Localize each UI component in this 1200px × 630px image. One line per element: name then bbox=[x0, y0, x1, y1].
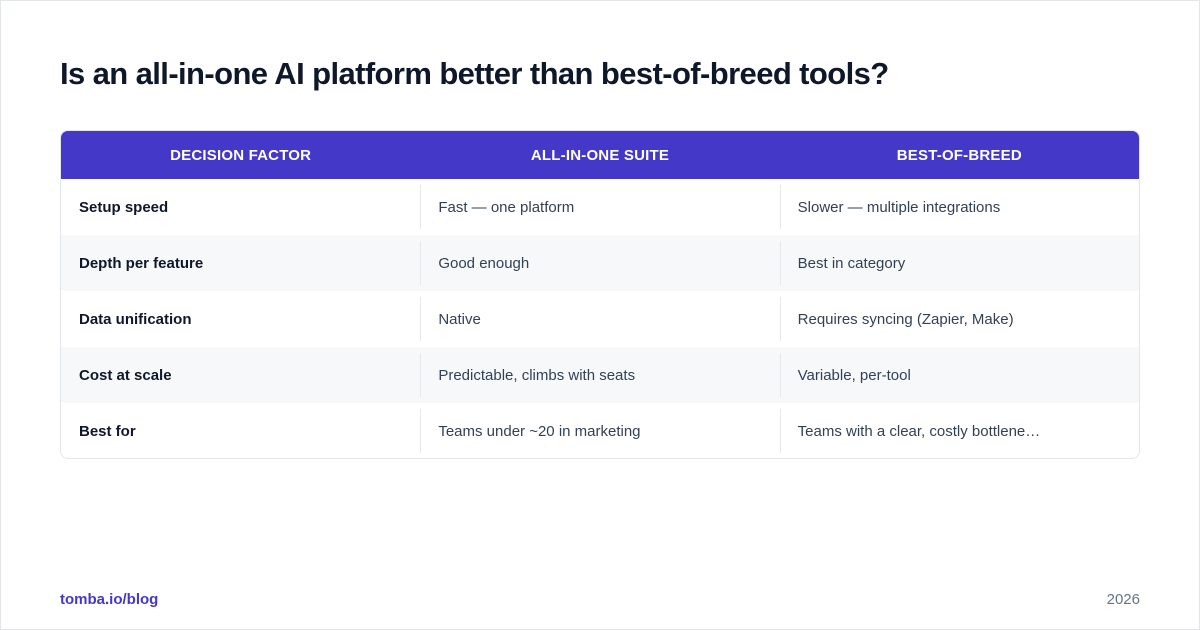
all-in-one-cell: Good enough bbox=[420, 235, 779, 291]
decision-factor-cell: Cost at scale bbox=[79, 366, 172, 384]
source-link[interactable]: tomba.io/blog bbox=[60, 591, 159, 608]
best-of-breed-cell: Requires syncing (Zapier, Make) bbox=[779, 291, 1139, 347]
all-in-one-cell: Predictable, climbs with seats bbox=[420, 347, 779, 403]
best-of-breed-cell: Variable, per-tool bbox=[779, 347, 1139, 403]
page-title: Is an all-in-one AI platform better than… bbox=[60, 56, 889, 91]
decision-factor-cell: Best for bbox=[79, 422, 136, 440]
decision-factor-cell: Data unification bbox=[79, 310, 192, 328]
table-row: Depth per feature Good enough Best in ca… bbox=[61, 235, 1139, 291]
header-all-in-one-suite: ALL-IN-ONE SUITE bbox=[530, 146, 670, 164]
table-row: Data unification Native Requires syncing… bbox=[61, 291, 1139, 347]
decision-factor-cell: Depth per feature bbox=[79, 254, 204, 272]
table-row: Cost at scale Predictable, climbs with s… bbox=[61, 347, 1139, 403]
comparison-table: DECISION FACTOR ALL-IN-ONE SUITE BEST-OF… bbox=[60, 130, 1140, 459]
year-label: 2026 bbox=[1106, 591, 1140, 608]
table-row: Best for Teams under ~20 in marketing Te… bbox=[61, 403, 1139, 458]
all-in-one-cell: Teams under ~20 in marketing bbox=[420, 403, 779, 458]
all-in-one-cell: Native bbox=[420, 291, 779, 347]
all-in-one-cell: Fast — one platform bbox=[420, 179, 779, 235]
table-header: DECISION FACTOR ALL-IN-ONE SUITE BEST-OF… bbox=[61, 131, 1139, 179]
table-row: Setup speed Fast — one platform Slower —… bbox=[61, 179, 1139, 235]
best-of-breed-cell: Slower — multiple integrations bbox=[779, 179, 1139, 235]
best-of-breed-cell: Best in category bbox=[779, 235, 1139, 291]
header-decision-factor: DECISION FACTOR bbox=[170, 146, 312, 164]
decision-factor-cell: Setup speed bbox=[79, 198, 169, 216]
header-best-of-breed: BEST-OF-BREED bbox=[896, 146, 1022, 164]
best-of-breed-cell: Teams with a clear, costly bottlene… bbox=[779, 403, 1139, 458]
